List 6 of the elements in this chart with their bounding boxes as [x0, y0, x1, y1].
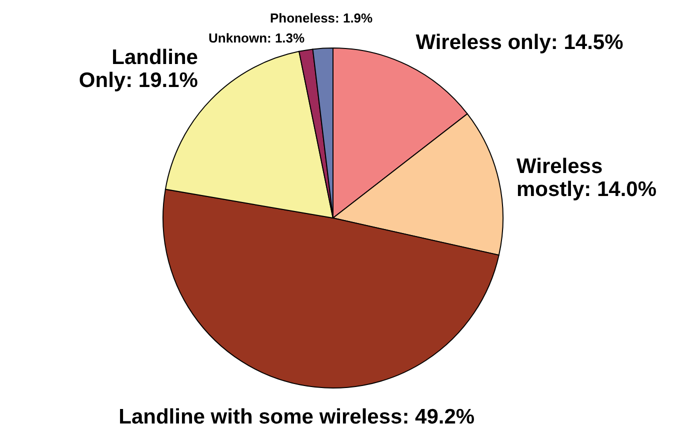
slice-label: Wireless mostly: 14.0% [516, 154, 657, 201]
slice-label: Landline Only: 19.1% [78, 46, 198, 92]
slice-label: Landline with some wireless: 49.2% [118, 405, 475, 428]
slice-label: Unknown: 1.3% [208, 30, 306, 46]
slice-label: Phoneless: 1.9% [270, 10, 374, 26]
slice-label: Wireless only: 14.5% [416, 31, 624, 54]
